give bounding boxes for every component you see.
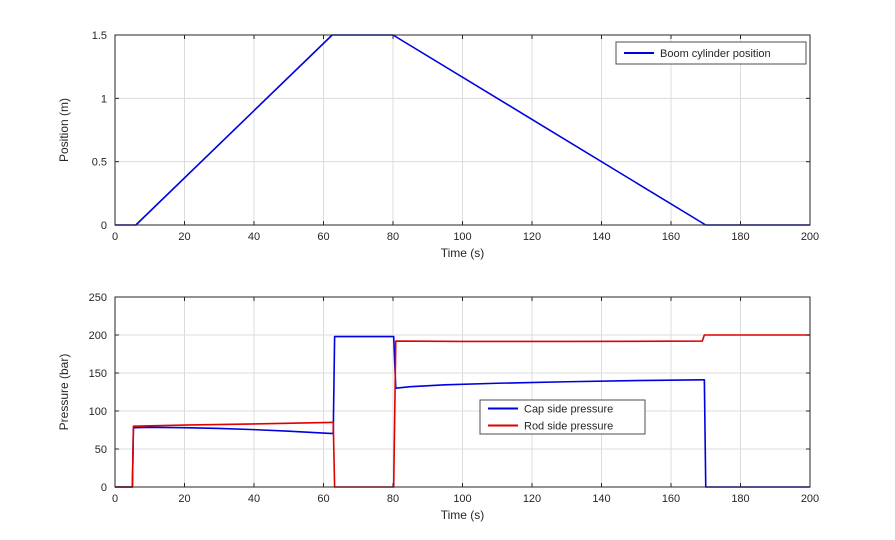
x-tick-label: 80 xyxy=(387,493,399,505)
y-tick-label: 200 xyxy=(89,330,107,342)
x-tick-label: 0 xyxy=(112,493,118,505)
x-tick-label: 20 xyxy=(178,493,190,505)
legend-box xyxy=(479,399,646,435)
x-tick-label: 40 xyxy=(248,231,260,243)
x-tick-label: 0 xyxy=(112,231,118,243)
x-tick-label: 160 xyxy=(662,231,680,243)
x-tick-label: 100 xyxy=(453,231,471,243)
x-tick-label: 160 xyxy=(662,493,680,505)
x-tick-label: 80 xyxy=(387,231,399,243)
legend-entry-label: Rod side pressure xyxy=(524,421,613,433)
y-tick-label: 250 xyxy=(89,292,107,304)
x-tick-label: 180 xyxy=(731,231,749,243)
cap-side-pressure-line xyxy=(115,335,810,488)
position-chart-svg: 0 20 40 60 80 100 120 140 160 180 200 0 0.5 1 1.5 Time … xyxy=(57,30,819,260)
x-tick-label: 20 xyxy=(178,231,190,243)
y-tick-label: 1 xyxy=(101,93,107,105)
x-tick-label: 200 xyxy=(801,493,819,505)
legend: Boom cylinder position xyxy=(615,41,807,65)
x-tick-label: 140 xyxy=(592,231,610,243)
y-tick-label: 150 xyxy=(89,368,107,380)
x-tick-label: 60 xyxy=(317,231,329,243)
legend-entry-label: Cap side pressure xyxy=(524,404,613,416)
y-tick-label: 0 xyxy=(101,220,107,232)
x-tick-label: 40 xyxy=(248,493,260,505)
x-tick-label: 100 xyxy=(453,493,471,505)
y-axis-label: Pressure (bar) xyxy=(57,354,71,431)
legend-box xyxy=(615,41,807,65)
x-axis-label: Time (s) xyxy=(441,246,485,260)
y-tick-label: 50 xyxy=(95,444,107,456)
x-tick-label: 200 xyxy=(801,231,819,243)
y-tick-label: 100 xyxy=(89,406,107,418)
x-tick-label: 120 xyxy=(523,231,541,243)
y-tick-label: 0 xyxy=(101,482,107,494)
x-tick-label: 180 xyxy=(731,493,749,505)
y-tick-label: 1.5 xyxy=(92,30,107,42)
y-tick-label: 0.5 xyxy=(92,157,107,169)
legend-entry-label: Boom cylinder position xyxy=(660,48,771,60)
y-axis-label: Position (m) xyxy=(57,98,71,162)
x-tick-label: 60 xyxy=(317,493,329,505)
x-axis-label: Time (s) xyxy=(441,508,485,522)
x-tick-label: 140 xyxy=(592,493,610,505)
x-tick-label: 120 xyxy=(523,493,541,505)
legend: Cap side pressure Rod side pressure xyxy=(479,399,646,435)
pressure-chart-svg: 0 20 40 60 80 100 120 140 160 180 200 0 50 100 150 200 2… xyxy=(57,292,819,522)
